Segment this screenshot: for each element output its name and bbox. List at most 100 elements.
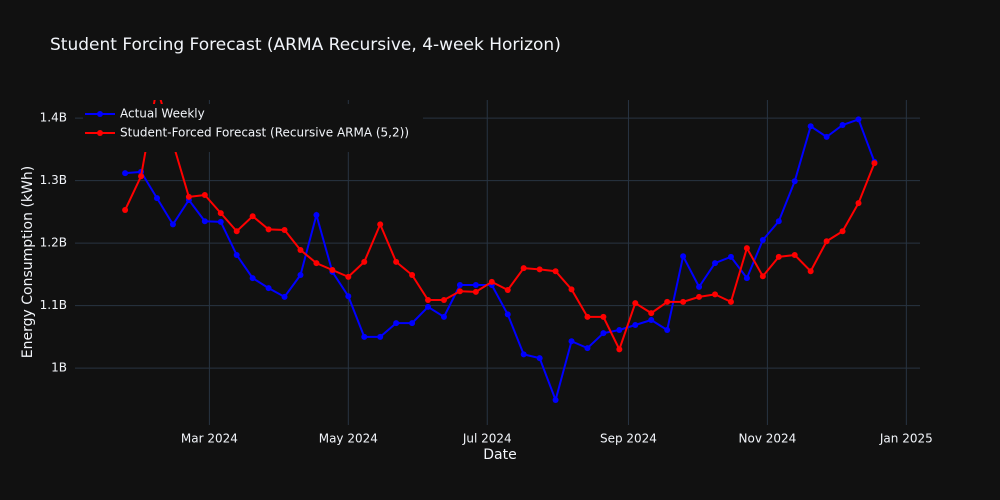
data-point [584,345,591,352]
data-point [297,247,304,253]
data-point [504,287,511,293]
data-point [361,258,368,265]
y-tick-label: 1.3B [40,173,67,187]
data-point [680,253,687,260]
data-point [568,286,575,293]
data-point [313,260,320,267]
data-point [727,253,734,260]
data-point [648,310,655,317]
data-point [600,330,607,337]
data-point [775,218,782,225]
data-point [377,221,384,228]
legend-background [83,104,423,152]
data-point [568,338,575,345]
data-point [855,200,862,207]
x-tick-label: Nov 2024 [739,432,797,446]
x-axis-title: Date [483,447,516,463]
data-point [249,275,256,282]
data-point [823,238,830,245]
y-axis-title: Energy Consumption (kWh) [20,166,36,358]
legend-label: Student-Forced Forecast (Recursive ARMA … [120,126,409,140]
data-point [743,275,750,282]
data-point [456,282,463,288]
data-point [233,228,240,235]
data-point [265,226,272,233]
data-point [440,313,447,320]
data-point [409,272,416,278]
data-point [823,133,830,140]
y-tick-label: 1.2B [40,236,67,250]
data-point [201,218,208,225]
x-tick-label: Jan 2025 [879,432,933,446]
data-point [456,288,463,295]
data-point [425,303,432,310]
data-point [345,293,352,300]
data-point [552,268,559,275]
data-point [217,218,224,225]
data-point [488,278,495,285]
series-line [124,100,876,352]
data-point [712,260,719,267]
data-point [855,116,862,123]
data-point [600,313,607,320]
data-point [201,192,208,198]
x-tick-label: May 2024 [319,432,378,446]
data-point [377,333,384,340]
data-point [329,267,336,273]
data-point [775,253,782,260]
y-tick-label: 1.1B [40,298,67,312]
y-tick-label: 1.4B [40,111,67,125]
x-tick-label: Jul 2024 [462,432,512,446]
data-point [409,320,416,327]
data-point [616,327,623,333]
data-point [759,237,766,243]
data-point [281,293,288,300]
plot-area [122,100,878,404]
data-point [712,291,719,298]
data-point [696,293,703,300]
data-point [871,160,878,167]
data-point [169,221,176,228]
data-point [743,245,750,252]
data-point [313,212,320,218]
data-point [839,122,846,128]
data-point [807,268,814,275]
data-point [727,298,734,305]
data-point [393,258,400,265]
data-point [361,333,368,340]
x-tick-label: Sep 2024 [600,432,657,446]
data-point [759,273,766,280]
data-point [680,298,687,305]
data-point [520,265,527,272]
legend: Actual Weekly Student-Forced Forecast (Re… [83,104,423,152]
legend-marker [97,130,103,136]
data-point [345,273,352,280]
data-point [664,327,671,333]
data-point [185,193,192,200]
data-point [696,283,703,290]
data-point [791,252,798,258]
data-point [632,322,639,328]
data-point [249,213,256,220]
data-point [520,351,527,358]
data-point [472,288,479,295]
data-point [616,346,623,353]
data-point [265,285,272,292]
data-point [425,297,432,303]
data-point [122,207,129,213]
data-point [122,170,129,177]
x-tick-label: Mar 2024 [181,432,238,446]
legend-marker [97,111,103,117]
data-point [504,311,511,318]
data-point [281,227,288,233]
data-point [153,195,160,202]
data-point [664,298,671,305]
data-point [440,297,447,303]
data-point [138,173,145,180]
data-point [536,355,543,362]
data-point [839,228,846,235]
chart-title: Student Forcing Forecast (ARMA Recursive… [50,35,561,55]
